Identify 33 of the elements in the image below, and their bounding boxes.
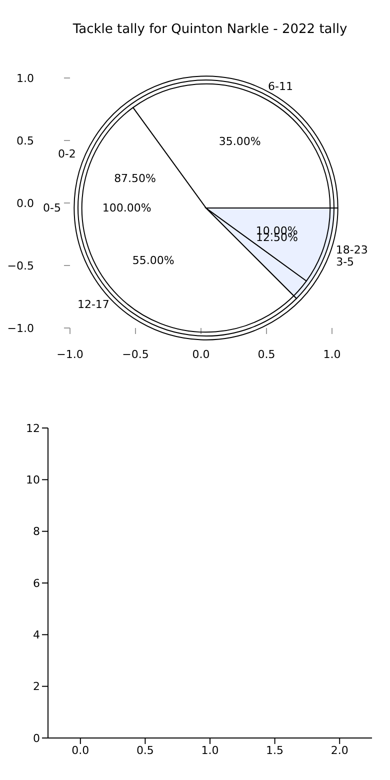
y-tick-label: 8 [33, 525, 40, 538]
x-tick-label: 0.0 [72, 744, 90, 757]
y-tick-label: 1.0 [16, 72, 34, 85]
data-label: 55.00% [132, 254, 174, 268]
x-tick-label: −1.0 [56, 348, 84, 361]
y-tick-label: −0.5 [7, 259, 34, 272]
data-label: 100.00% [102, 202, 152, 214]
data-label: 35.00% [218, 135, 261, 148]
slice-label: 0-2 [58, 148, 76, 161]
y-tick-label: −1.0 [7, 322, 34, 335]
slice-label: 18-23 [336, 244, 368, 257]
x-tick-label: 1.5 [266, 744, 284, 757]
y-tick-label: 0.0 [16, 196, 34, 210]
x-tick-label: 1.0 [323, 348, 341, 361]
x-tick-label: −0.5 [122, 348, 149, 361]
slice-label: 6-11 [268, 80, 293, 93]
y-tick-label: 0 [33, 732, 40, 745]
y-tick-label: 12 [26, 422, 40, 435]
y-tick-label: 4 [33, 628, 40, 642]
slice-label: 0-5 [43, 202, 61, 214]
y-tick-label: 10 [26, 474, 40, 487]
y-tick-label: 6 [33, 576, 40, 590]
y-tick-label: 2 [33, 680, 40, 694]
slice-label: 3-5 [336, 255, 354, 268]
y-tick-label: 0.5 [16, 134, 34, 148]
chart-title: Tackle tally for Quinton Narkle - 2022 tally [72, 22, 348, 37]
slice-label: 12-17 [77, 298, 110, 312]
x-tick-label: 0.5 [258, 348, 276, 361]
data-label: 87.50% [114, 172, 156, 186]
x-tick-label: 0.0 [192, 348, 210, 361]
x-tick-label: 1.0 [201, 744, 219, 757]
x-tick-label: 0.5 [136, 744, 154, 757]
x-tick-label: 2.0 [330, 744, 348, 757]
